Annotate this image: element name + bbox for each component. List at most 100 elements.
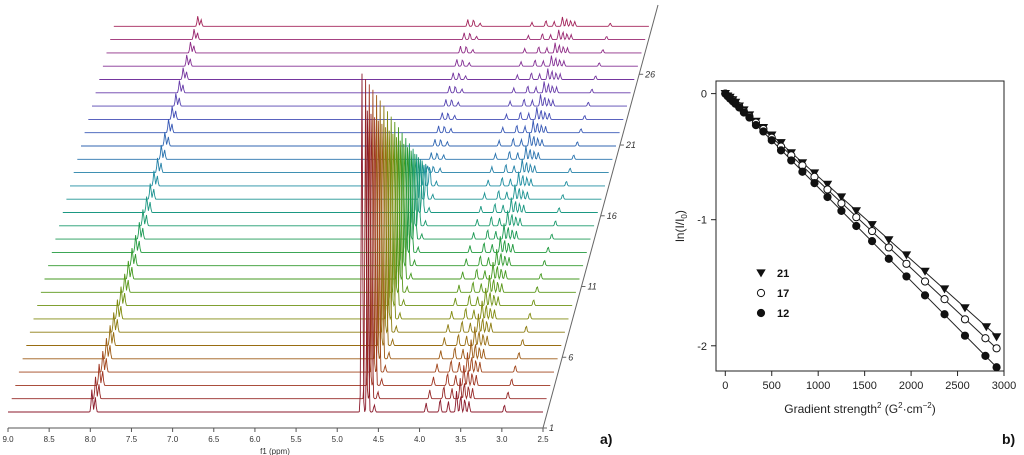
data-point-17 — [867, 226, 877, 236]
panel-b-diffusion-plot: 0 500 1000 1500 2000 2500 3000 0 -1 -2 21 17 12 Gr… — [673, 80, 1016, 447]
x-tick-label: 6.0 — [249, 435, 261, 444]
data-point-12 — [981, 351, 990, 360]
y-title-post: ) — [673, 210, 687, 214]
data-point-21 — [991, 333, 1002, 342]
data-point-12 — [940, 310, 949, 319]
data-point-21 — [981, 323, 992, 332]
x-tick-label: 8.0 — [85, 435, 97, 444]
data-point-21 — [884, 236, 894, 245]
spectrum-trace — [99, 67, 635, 81]
legend-marker-21 — [756, 269, 766, 278]
data-point-12 — [735, 103, 744, 112]
legend-label-17: 17 — [777, 288, 789, 300]
data-point-17 — [823, 185, 832, 194]
spectrum-trace — [110, 29, 646, 41]
x-tick-label: 1500 — [852, 380, 876, 392]
x-tick-label: 7.0 — [167, 435, 179, 444]
x-axis-ticks: 9.0 8.5 8.0 7.5 7.0 6.5 6.0 5.5 5.0 4.5 4.0 3.5 3.0 2… — [2, 428, 549, 444]
y-tick-label: -1 — [697, 215, 707, 227]
x-title-unit-sup2: −2 — [923, 401, 933, 410]
plot-frame — [715, 80, 1005, 372]
x-tick-label: 3.5 — [455, 435, 467, 444]
spectrum-trace — [40, 121, 576, 294]
data-point-12 — [852, 221, 861, 231]
x-tick-label: 2500 — [945, 380, 969, 392]
data-point-12 — [867, 237, 877, 246]
spectrum-trace — [77, 144, 613, 161]
data-point-12 — [767, 136, 776, 145]
x-axis-ticks: 0 500 1000 1500 2000 2500 3000 — [722, 371, 1016, 392]
spectrum-trace — [8, 73, 543, 414]
x-tick-label: 9.0 — [2, 435, 14, 444]
x-tick-label: 5.5 — [291, 435, 303, 444]
data-point-21 — [939, 285, 950, 294]
data-point-17 — [837, 199, 846, 208]
x-tick-label: 4.0 — [414, 435, 426, 444]
x-title-unit-mid: ·cm — [903, 402, 923, 416]
x-title-unit-sup1: 2 — [898, 401, 903, 410]
data-point-12 — [837, 206, 846, 215]
fit-line-12 — [724, 93, 997, 368]
data-point-21 — [836, 193, 847, 202]
x-tick-label: 3.0 — [496, 435, 508, 444]
legend-label-21: 21 — [777, 268, 789, 280]
data-point-21 — [822, 180, 833, 189]
data-point-12 — [739, 108, 748, 117]
x-tick-label: 3000 — [992, 380, 1016, 392]
spectrum-trace — [59, 148, 595, 227]
data-point-21 — [901, 251, 912, 260]
x-axis-title: Gradient strength2 (G2·cm−2) — [784, 401, 935, 416]
data-point-17 — [884, 243, 893, 252]
spectrum-trace — [81, 132, 616, 147]
spectrum-trace — [37, 116, 573, 307]
data-point-17 — [960, 315, 970, 324]
y-axis-ticks: 0 -1 -2 — [697, 89, 716, 353]
spectrum-trace — [18, 89, 554, 374]
depth-tick-label: 26 — [644, 69, 655, 79]
spectrum-trace — [102, 54, 638, 67]
data-point-21 — [920, 267, 930, 276]
x-tick-label: 4.5 — [373, 435, 385, 444]
spectrum-trace — [113, 16, 649, 27]
data-point-12 — [759, 127, 768, 136]
spectrum-trace — [84, 119, 620, 134]
panel-a-stacked-spectra: 9.0 8.5 8.0 7.5 7.0 6.5 6.0 5.5 5.0 4.5 4.0 3.5 3.0 2… — [2, 4, 659, 455]
spectrum-trace — [73, 157, 609, 174]
depth-tick-label: 6 — [568, 352, 573, 362]
legend-marker-17 — [756, 288, 766, 298]
panel-a-label: a) — [600, 431, 612, 447]
x-tick-label: 6.5 — [208, 435, 220, 444]
data-point-17 — [981, 334, 990, 343]
spectrum-trace — [95, 80, 631, 94]
x-title-unit-pre: (G — [881, 402, 898, 416]
x-tick-label: 8.5 — [44, 435, 56, 444]
y-title-sub: 0 — [680, 214, 689, 219]
data-point-17 — [902, 259, 911, 268]
legend-marker-12 — [756, 308, 766, 318]
data-point-12 — [810, 179, 819, 188]
x-title-main: Gradient strength — [784, 402, 877, 416]
x-title-sup: 2 — [877, 401, 882, 410]
data-point-12 — [884, 254, 893, 263]
data-point-21 — [851, 207, 862, 216]
data-point-21 — [960, 304, 970, 313]
y-tick-label: -2 — [697, 341, 707, 353]
x-tick-label: 2000 — [899, 380, 923, 392]
x-tick-label: 7.5 — [126, 435, 138, 444]
spectrum-trace — [62, 154, 598, 214]
data-point-17 — [852, 213, 861, 222]
depth-tick-label: 16 — [607, 211, 617, 221]
x-title-unit-post: ) — [932, 402, 936, 416]
data-point-12 — [776, 146, 786, 155]
data-point-12 — [992, 363, 1001, 372]
x-tick-label: 2.5 — [537, 435, 549, 444]
spectrum-trace — [92, 93, 627, 107]
spectrum-trace — [51, 138, 587, 254]
x-axis-title: f1 (ppm) — [260, 447, 290, 455]
spectrum-trace — [70, 164, 605, 187]
spectrum-trace — [66, 159, 602, 201]
spectrum-trace — [106, 41, 642, 54]
y-axis-title: ln(I/I0) — [673, 210, 689, 242]
